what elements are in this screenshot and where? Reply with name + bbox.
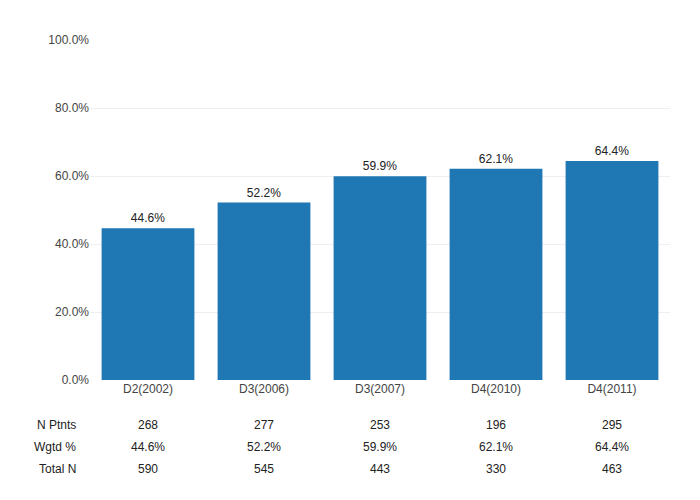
svg-text:463: 463 [602,462,622,476]
svg-text:62.1%: 62.1% [479,440,513,454]
svg-text:545: 545 [254,462,274,476]
svg-text:80.0%: 80.0% [55,101,89,115]
svg-text:52.2%: 52.2% [247,440,281,454]
svg-text:64.4%: 64.4% [595,144,629,158]
svg-text:D4(2011): D4(2011) [587,382,636,396]
svg-text:268: 268 [138,418,158,432]
svg-text:D3(2006): D3(2006) [239,382,289,396]
svg-text:44.6%: 44.6% [131,440,165,454]
svg-text:330: 330 [486,462,506,476]
svg-text:62.1%: 62.1% [479,152,513,166]
svg-text:44.6%: 44.6% [131,211,165,225]
svg-text:60.0%: 60.0% [55,169,89,183]
svg-text:D3(2007): D3(2007) [355,382,405,396]
svg-text:D4(2010): D4(2010) [471,382,521,396]
svg-text:277: 277 [254,418,274,432]
svg-text:100.0%: 100.0% [48,33,89,47]
svg-text:295: 295 [602,418,622,432]
svg-text:64.4%: 64.4% [595,440,629,454]
svg-text:253: 253 [370,418,390,432]
svg-text:D2(2002): D2(2002) [123,382,173,396]
svg-text:443: 443 [370,462,390,476]
svg-text:59.9%: 59.9% [363,440,397,454]
svg-text:590: 590 [138,462,158,476]
svg-text:40.0%: 40.0% [55,237,89,251]
svg-text:196: 196 [486,418,506,432]
svg-text:52.2%: 52.2% [247,186,281,200]
svg-text:Total N: Total N [39,462,76,476]
svg-text:20.0%: 20.0% [55,305,89,319]
svg-text:0.0%: 0.0% [62,373,90,387]
svg-text:Wgtd %: Wgtd % [34,440,76,454]
svg-text:59.9%: 59.9% [363,159,397,173]
svg-text:N Ptnts: N Ptnts [37,418,76,432]
